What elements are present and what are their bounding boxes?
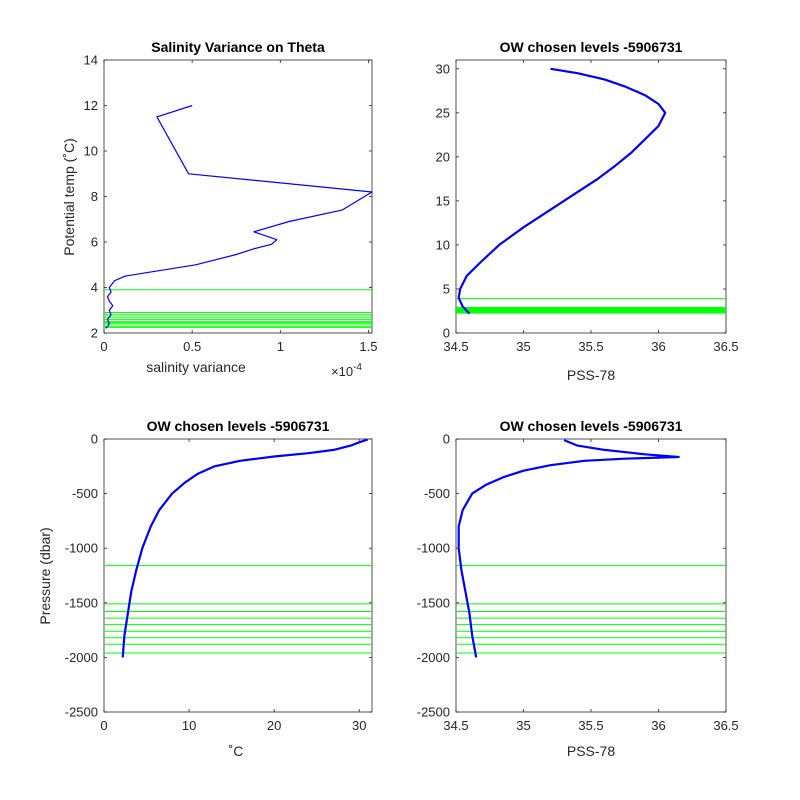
x-axis-label: salinity variance — [146, 359, 246, 375]
plot-area — [103, 438, 373, 713]
y-tick-label: -500 — [72, 486, 98, 501]
y-tick-label: 4 — [91, 280, 98, 295]
x-tick-label: 1.5 — [359, 339, 377, 354]
x-axis-label: PSS-78 — [567, 743, 615, 759]
y-tick-label: 30 — [436, 61, 450, 76]
y-axis-label: Potential temp (˚C) — [61, 138, 77, 255]
pressure-temperature-panel: OW chosen levels -5906731 ˚C Pressure (d… — [37, 418, 373, 759]
x-tick-label: 0 — [100, 339, 107, 354]
panel-title: OW chosen levels -5906731 — [500, 418, 683, 434]
y-tick-label: -1500 — [417, 595, 450, 610]
x-axis-label: PSS-78 — [567, 367, 615, 383]
x-tick-label: 34.5 — [443, 339, 468, 354]
y-tick-label: 20 — [436, 149, 450, 164]
x-tick-label: 36.5 — [713, 339, 738, 354]
y-tick-label: -2000 — [65, 650, 98, 665]
x-tick-label: 35.5 — [578, 339, 603, 354]
x-tick-label: 36.5 — [713, 718, 738, 733]
y-tick-label: -2500 — [65, 705, 98, 720]
y-tick-label: -1000 — [65, 541, 98, 556]
y-tick-label: 15 — [436, 193, 450, 208]
y-tick-label: 0 — [443, 326, 450, 341]
x-tick-label: 20 — [267, 718, 281, 733]
y-tick-label: 6 — [91, 235, 98, 250]
y-tick-label: 0 — [91, 432, 98, 447]
theta-salinity-panel: OW chosen levels -5906731 PSS-78 34.5 35 3… — [436, 39, 739, 383]
y-tick-label: 10 — [84, 144, 98, 159]
y-tick-label: 0 — [443, 432, 450, 447]
y-tick-label: -2500 — [417, 705, 450, 720]
panel-title: OW chosen levels -5906731 — [147, 418, 330, 434]
y-tick-label: 25 — [436, 105, 450, 120]
exponent-power: -4 — [353, 362, 362, 373]
x-tick-label: 36 — [651, 339, 665, 354]
x-tick-label: 0.5 — [183, 339, 201, 354]
pressure-salinity-panel: OW chosen levels -5906731 PSS-78 34.5 35 3… — [417, 418, 739, 759]
plot-area — [455, 59, 727, 334]
x-tick-label: 34.5 — [443, 718, 468, 733]
panel-title: OW chosen levels -5906731 — [500, 39, 683, 55]
y-axis-label: Pressure (dbar) — [37, 527, 53, 624]
profile-line — [121, 438, 369, 658]
x-tick-label: 36 — [651, 718, 665, 733]
profile-line — [457, 67, 667, 315]
plot-area — [455, 438, 727, 713]
y-tick-label: 14 — [84, 53, 98, 68]
x-tick-label: 1 — [277, 339, 284, 354]
exponent-base: ×10 — [331, 364, 353, 379]
x-tick-label: 35 — [516, 718, 530, 733]
y-tick-label: -2000 — [417, 650, 450, 665]
x-tick-label: 35.5 — [578, 718, 603, 733]
x-tick-label: 0 — [100, 718, 107, 733]
y-tick-label: -1000 — [417, 541, 450, 556]
salinity-variance-panel: Salinity Variance on Theta salinity vari… — [61, 39, 378, 379]
y-tick-label: -500 — [424, 486, 450, 501]
y-tick-label: 10 — [436, 237, 450, 252]
y-tick-label: 2 — [91, 326, 98, 341]
profile-line — [457, 439, 680, 658]
y-tick-label: 8 — [91, 189, 98, 204]
y-tick-label: -1500 — [65, 595, 98, 610]
y-tick-label: 5 — [443, 281, 450, 296]
profile-line — [105, 104, 373, 329]
x-axis-label: ˚C — [229, 743, 244, 759]
x-tick-label: 10 — [182, 718, 196, 733]
x-tick-label: 35 — [516, 339, 530, 354]
x-tick-label: 30 — [352, 718, 366, 733]
y-tick-label: 12 — [84, 98, 98, 113]
x-exponent-label: ×10-4 — [331, 362, 362, 379]
plot-area — [103, 59, 373, 334]
panel-title: Salinity Variance on Theta — [151, 39, 325, 55]
